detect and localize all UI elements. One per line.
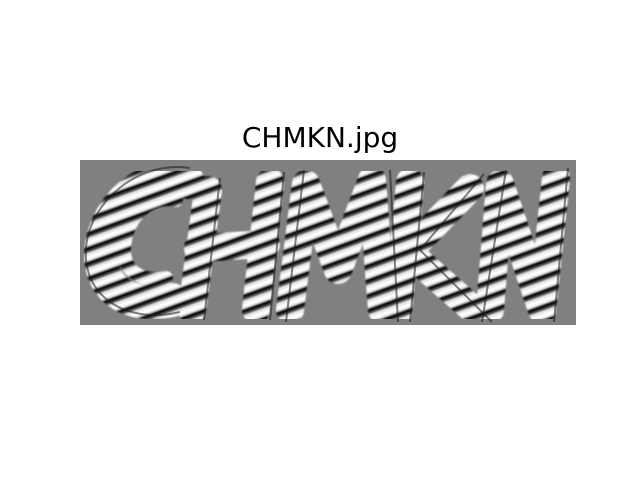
captcha-image [80, 160, 576, 325]
captcha-letters [84, 162, 570, 325]
letter-h-shape [178, 168, 284, 324]
letter-n-shape [476, 164, 570, 324]
letter-c-inner-shape [117, 192, 183, 286]
figure-title: CHMKN.jpg [241, 121, 399, 154]
letter-m-shape [276, 166, 396, 324]
captcha-edge-accents [84, 165, 569, 323]
letter-c-shape [84, 162, 205, 320]
captcha-image-svg [80, 160, 576, 325]
letter-k-shape [384, 168, 490, 325]
